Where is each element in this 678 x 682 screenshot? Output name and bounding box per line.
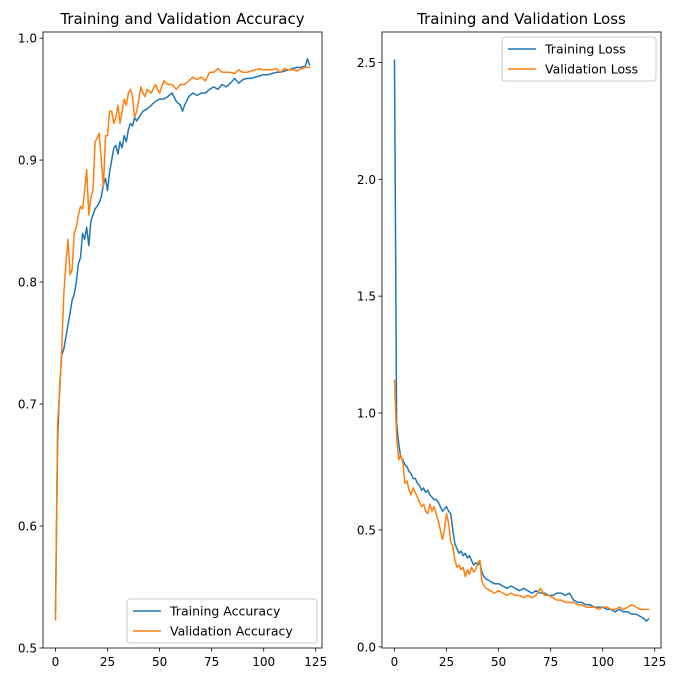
loss-legend-label-validation: Validation Loss	[545, 62, 638, 77]
loss-series-line-validation	[393, 379, 650, 611]
loss-x-tick-label: 100	[591, 655, 614, 669]
accuracy-plot-area: 0 25 50 75 100 125 0.5 0.6 0.7 0.8 0.9 1.0 Training …	[18, 32, 327, 669]
accuracy-y-tick-label: 0.8	[18, 276, 37, 290]
loss-x-tick-label: 0	[391, 655, 399, 669]
accuracy-y-tick-label: 0.6	[18, 520, 37, 534]
accuracy-y-tick-label: 0.5	[18, 642, 37, 656]
accuracy-y-tick-label: 1.0	[18, 32, 37, 46]
accuracy-legend: Training Accuracy Validation Accuracy	[126, 598, 318, 644]
accuracy-series-line-validation	[54, 66, 311, 621]
loss-legend: Training Loss Validation Loss	[501, 36, 657, 82]
loss-plot-area: 0 25 50 75 100 125 0.0 0.5 1.0 1.5 2.0 2.5 Training …	[357, 31, 666, 669]
loss-x-tick-label: 125	[643, 655, 666, 669]
loss-chart-title: Training and Validation Loss	[416, 10, 626, 28]
accuracy-y-tick-label: 0.7	[18, 398, 37, 412]
accuracy-series-line-training	[54, 58, 311, 613]
loss-y-tick-label: 0.0	[357, 640, 376, 654]
accuracy-y-tick-label: 0.9	[18, 154, 37, 168]
loss-legend-label-training: Training Loss	[544, 42, 626, 57]
accuracy-x-tick-label: 25	[100, 655, 115, 669]
loss-x-tick-label: 75	[543, 655, 558, 669]
accuracy-legend-label-training: Training Accuracy	[169, 604, 281, 619]
loss-chart: Training and Validation Loss 0 25 50 75 100 1…	[357, 10, 666, 669]
accuracy-chart-title: Training and Validation Accuracy	[59, 10, 304, 28]
accuracy-x-tick-label: 0	[52, 655, 60, 669]
accuracy-x-tick-label: 125	[304, 655, 327, 669]
accuracy-x-tick-label: 100	[252, 655, 275, 669]
accuracy-x-tick-label: 75	[204, 655, 219, 669]
loss-y-tick-label: 2.0	[357, 173, 376, 187]
loss-y-tick-label: 1.5	[357, 290, 376, 304]
accuracy-chart: Training and Validation Accuracy 0 25 50 75…	[18, 10, 327, 669]
loss-axes-frame	[381, 31, 662, 649]
loss-legend-box	[501, 36, 657, 82]
accuracy-legend-label-validation: Validation Accuracy	[170, 624, 293, 639]
loss-y-tick-label: 1.0	[357, 407, 376, 421]
loss-y-tick-label: 0.5	[357, 523, 376, 537]
accuracy-axes-frame	[42, 31, 323, 649]
accuracy-legend-box	[126, 598, 318, 644]
loss-x-tick-label: 25	[439, 655, 454, 669]
accuracy-x-tick-label: 50	[152, 655, 167, 669]
loss-y-tick-label: 2.5	[357, 56, 376, 70]
loss-x-tick-label: 50	[491, 655, 506, 669]
